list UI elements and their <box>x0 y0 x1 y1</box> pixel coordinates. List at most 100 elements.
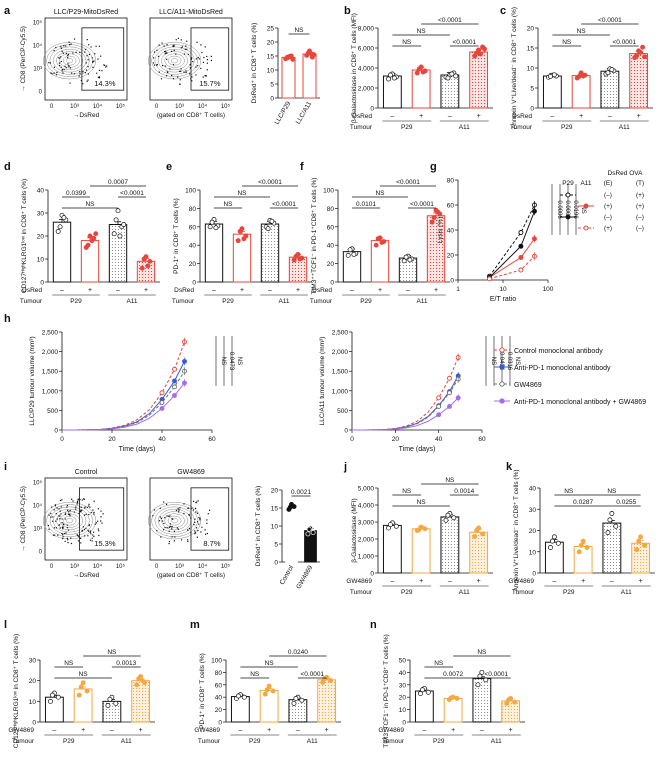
event <box>180 70 182 72</box>
density-contour <box>49 506 90 535</box>
event <box>180 47 182 49</box>
event <box>195 66 197 68</box>
data-point <box>478 51 484 57</box>
event <box>187 539 189 541</box>
y-tick-label: 10 <box>37 257 45 264</box>
data-point <box>322 676 328 682</box>
event <box>169 515 171 517</box>
event <box>171 528 173 530</box>
data-point <box>89 238 95 244</box>
event <box>73 38 76 40</box>
event <box>180 39 182 41</box>
density-contour <box>154 506 195 535</box>
y-tick-label: 80 <box>215 670 223 677</box>
event <box>168 542 170 545</box>
row-sign: + <box>434 287 438 294</box>
event <box>199 519 201 521</box>
event <box>53 527 55 529</box>
tumour-a11: A11 <box>459 589 470 596</box>
event <box>192 500 195 503</box>
event <box>68 44 71 46</box>
p-value: NS <box>107 649 117 656</box>
legend-value: (–) <box>636 214 644 221</box>
event <box>173 49 175 51</box>
event <box>105 66 107 68</box>
annotation-label: NS <box>236 357 242 365</box>
series-point <box>487 276 492 282</box>
row-sign: + <box>88 287 92 294</box>
event <box>66 537 68 539</box>
event <box>183 53 186 55</box>
flow-a-left: 14.3% <box>43 17 128 101</box>
event <box>48 62 50 64</box>
annotation-label: NS <box>490 357 496 365</box>
event <box>85 48 87 51</box>
data-point <box>483 677 489 683</box>
p-value: NS <box>237 190 247 197</box>
event <box>51 520 54 522</box>
legend-marker <box>499 364 505 370</box>
data-point <box>306 526 312 532</box>
event <box>58 524 61 526</box>
y-tick-label: 60 <box>447 203 455 210</box>
event <box>172 45 174 47</box>
event <box>165 52 167 54</box>
event <box>166 515 168 517</box>
row-label: GW4869 <box>378 727 404 734</box>
panel-letter: b <box>344 5 351 17</box>
data-point <box>290 56 296 62</box>
panel-letter: a <box>4 5 11 17</box>
event <box>68 65 70 67</box>
y-tick-label: 5 <box>274 542 278 549</box>
event <box>91 537 93 539</box>
event <box>100 516 102 518</box>
panel-j: 0 1,000 2,000 3,000 4,000 5,000β-Galactosidas… <box>346 477 493 596</box>
data-point <box>145 263 151 269</box>
event <box>163 522 165 525</box>
data-point <box>76 692 82 698</box>
data-point <box>636 538 642 544</box>
legend-header: P29 <box>562 180 574 187</box>
event <box>175 39 177 41</box>
event <box>171 518 173 520</box>
event <box>72 52 74 54</box>
data-point <box>420 69 426 75</box>
data-point <box>576 549 582 555</box>
row-sign: + <box>477 578 481 585</box>
tumour-a11: A11 <box>459 124 470 131</box>
x-tick-label: 60 <box>478 436 486 443</box>
event <box>188 507 190 509</box>
event <box>196 41 198 43</box>
data-point <box>642 542 647 548</box>
event <box>171 526 173 528</box>
event <box>82 71 84 73</box>
event <box>164 517 166 519</box>
x-tick-label: 60 <box>208 436 216 443</box>
series-line-0 <box>352 357 459 431</box>
event <box>64 540 66 543</box>
y-tick-label: 20 <box>529 528 537 535</box>
tumour-p29: P29 <box>222 298 234 305</box>
y-axis-label: TIM3⁺⁺TCF1⁻ in PD-1⁺CD8⁺ T cells (%) <box>311 178 318 295</box>
event <box>98 530 100 532</box>
event <box>166 52 168 54</box>
data-point <box>634 53 640 59</box>
event <box>189 64 191 66</box>
bar-1 <box>411 528 431 574</box>
data-point <box>425 689 431 695</box>
y-tick-label: 40 <box>529 486 537 493</box>
event <box>65 67 67 69</box>
panel-letter: c <box>500 5 506 17</box>
event <box>101 70 103 72</box>
y-tick-label: 0 <box>402 720 406 727</box>
event <box>78 535 80 538</box>
data-point <box>580 538 586 544</box>
event <box>83 514 86 516</box>
data-point <box>474 528 480 533</box>
p-value: NS <box>607 488 617 495</box>
flow-x-tick: 10³ <box>70 104 79 110</box>
bar-0 <box>285 506 298 563</box>
event <box>56 507 58 509</box>
panel-n: 0 10 20 30 40 50 TIM3⁺TCF1⁻ in PD-1⁺CD8⁺ T cel… <box>378 634 525 748</box>
event <box>60 66 62 68</box>
